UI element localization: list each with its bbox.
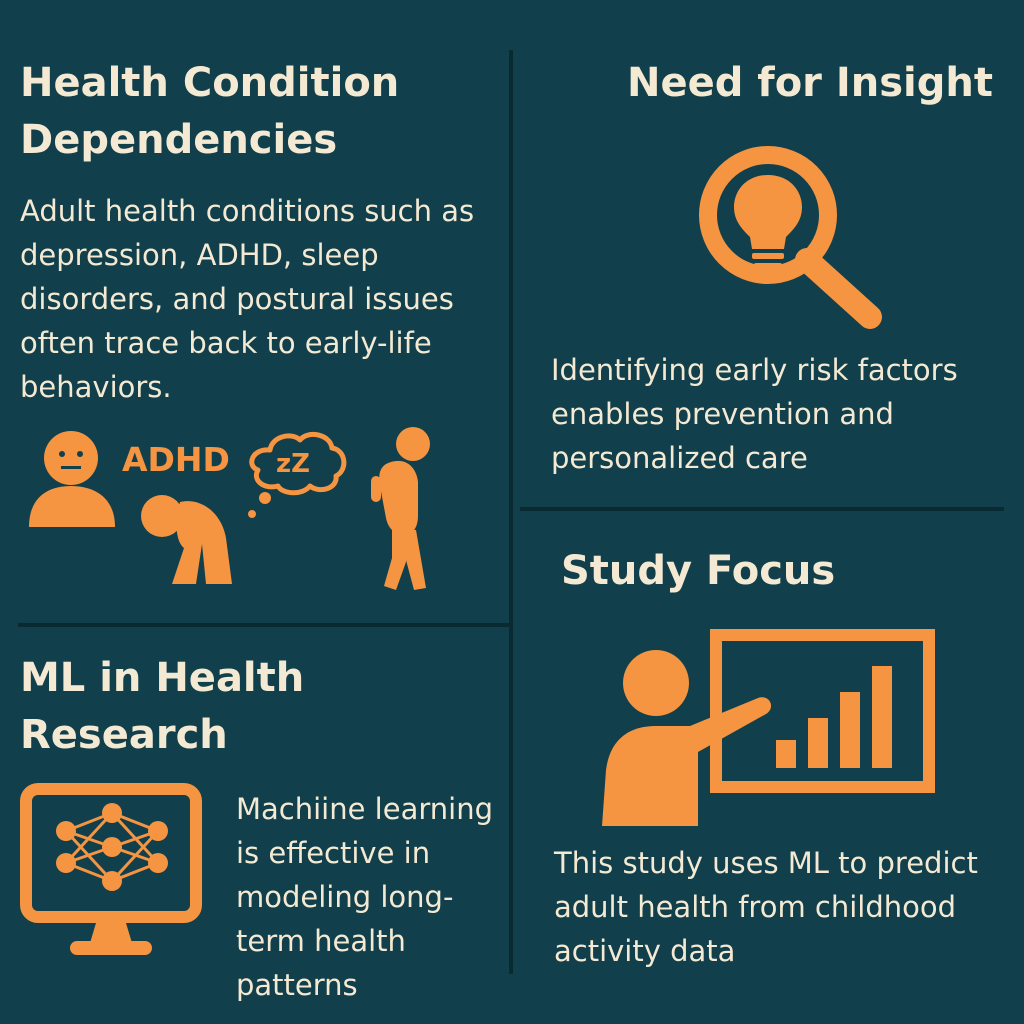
ml-research-body: Machiine learning is effective in modeli…	[236, 787, 493, 1007]
health-conditions-title-line2: Dependencies	[20, 117, 338, 163]
health-conditions-body-line: Adult health conditions such as	[20, 194, 475, 228]
slouched-child-icon	[141, 495, 232, 584]
lightbulb-magnifier-icon	[699, 146, 882, 329]
right-horizontal-divider	[520, 507, 1004, 511]
study-focus-body-line: activity data	[554, 934, 736, 968]
health-conditions-body: Adult health conditions such as depressi…	[20, 189, 474, 409]
sleep-thought-bubble-icon: zZ	[248, 431, 347, 518]
health-conditions-title-line1: Health Condition	[20, 60, 400, 106]
study-focus-title: Study Focus	[561, 548, 836, 594]
vertical-divider	[509, 50, 513, 974]
study-focus-body: This study uses ML to predict adult heal…	[554, 841, 978, 973]
sleep-zz-text: zZ	[276, 449, 310, 479]
ml-research-title: ML in Health Research	[20, 650, 304, 764]
neural-network-monitor-icon	[20, 783, 202, 955]
ml-research-title-line1: ML in Health	[20, 655, 305, 701]
ml-research-body-line: modeling long-	[236, 880, 454, 914]
health-conditions-title: Health Condition Dependencies	[20, 55, 399, 169]
ml-research-title-line2: Research	[20, 712, 228, 758]
presenter-chart-icon	[602, 629, 935, 826]
health-conditions-body-line: depression, ADHD, sleep	[20, 238, 379, 272]
hunched-walking-person-icon	[371, 427, 430, 590]
health-conditions-body-line: behaviors.	[20, 370, 172, 404]
health-conditions-body-line: disorders, and postural issues	[20, 282, 454, 316]
need-for-insight-body-line: personalized care	[551, 441, 808, 475]
need-for-insight-body-line: Identifying early risk factors	[551, 353, 958, 387]
ml-research-body-line: patterns	[236, 968, 358, 1002]
need-for-insight-body-line: enables prevention and	[551, 397, 894, 431]
sad-face-person-icon	[29, 431, 115, 527]
study-focus-body-line: adult health from childhood	[554, 890, 957, 924]
left-horizontal-divider	[18, 623, 510, 627]
study-focus-body-line: This study uses ML to predict	[554, 846, 978, 880]
health-conditions-body-line: often trace back to early-life	[20, 326, 432, 360]
need-for-insight-title: Need for Insight	[627, 60, 993, 106]
adhd-label: ADHD	[122, 440, 230, 479]
need-for-insight-body: Identifying early risk factors enables p…	[551, 348, 958, 480]
ml-research-body-line: term health	[236, 924, 406, 958]
ml-research-body-line: is effective in	[236, 836, 431, 870]
ml-research-body-line: Machiine learning	[236, 792, 493, 826]
